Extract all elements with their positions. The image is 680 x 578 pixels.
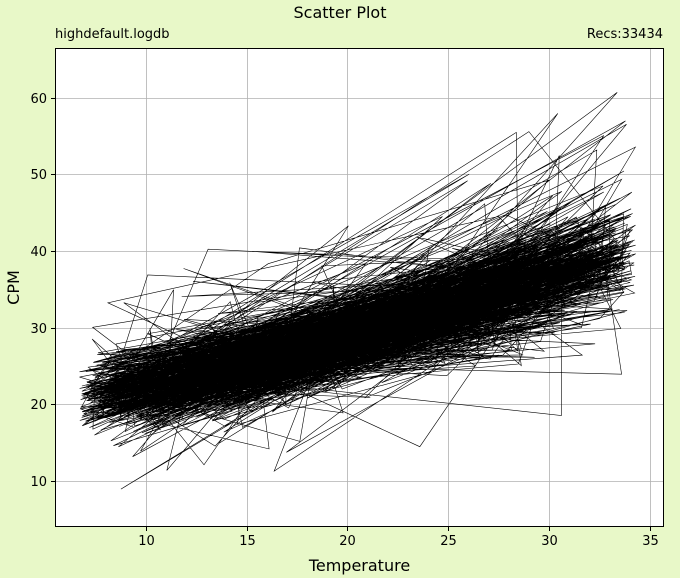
x-tick-label: 30 (541, 534, 558, 549)
x-axis-label: Temperature (308, 556, 410, 575)
x-tick-label: 25 (440, 534, 457, 549)
chart-title: Scatter Plot (293, 3, 387, 22)
y-axis: 10 20 30 40 50 60 (30, 92, 55, 490)
chart-source-label: highdefault.logdb (55, 27, 170, 42)
x-tick-label: 20 (339, 534, 356, 549)
x-axis: 10 15 20 25 30 35 (138, 527, 659, 549)
data-trace (79, 92, 637, 490)
chart-records-label: Recs:33434 (586, 27, 663, 42)
y-tick-label: 50 (30, 168, 47, 183)
data-series (79, 92, 637, 490)
y-tick-label: 20 (30, 398, 47, 413)
y-tick-label: 60 (30, 92, 47, 107)
y-tick-label: 40 (30, 245, 47, 260)
y-tick-label: 10 (30, 475, 47, 490)
x-tick-label: 15 (239, 534, 256, 549)
x-tick-label: 10 (138, 534, 155, 549)
y-axis-label: CPM (4, 270, 23, 305)
plot-frame (55, 48, 664, 527)
y-tick-label: 30 (30, 322, 47, 337)
x-tick-label: 35 (642, 534, 659, 549)
